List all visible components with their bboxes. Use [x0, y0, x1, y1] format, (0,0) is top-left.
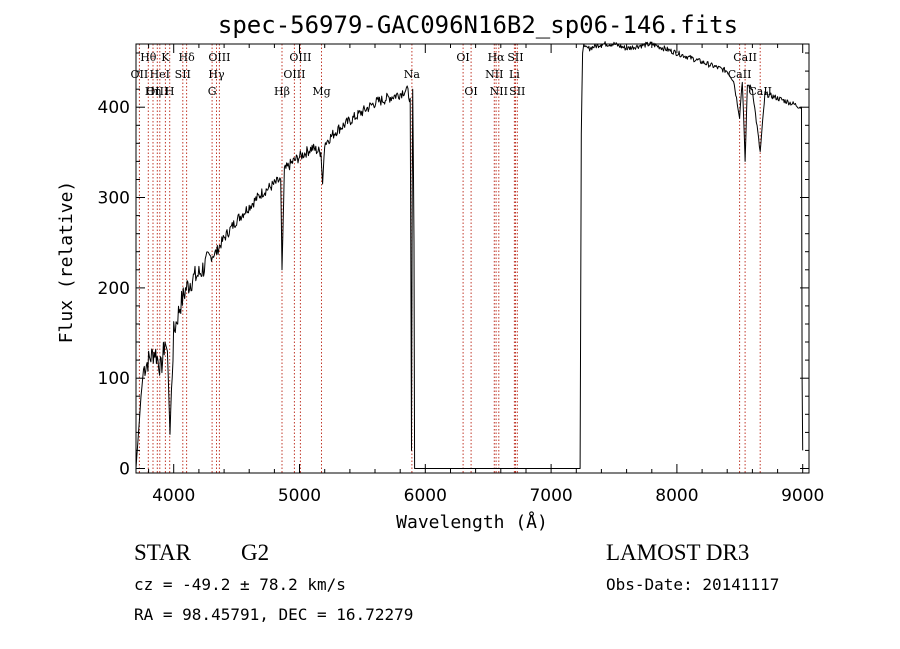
line-label: CaII — [728, 68, 752, 81]
line-label: Hβ — [274, 85, 290, 98]
y-axis-label: Flux (relative) — [56, 181, 77, 344]
x-tick-label: 6000 — [404, 486, 447, 506]
line-label: OI — [464, 85, 477, 98]
y-tick-label: 300 — [98, 189, 130, 209]
line-label: OIII — [289, 51, 311, 64]
line-label: SII — [509, 85, 525, 98]
line-label: OII — [131, 68, 149, 81]
line-label: NII — [485, 68, 503, 81]
x-tick-label: 5000 — [278, 486, 321, 506]
line-label: OIII — [146, 85, 168, 98]
chart-title: spec-56979-GAC096N16B2_sp06-146.fits — [218, 11, 738, 39]
line-label: K — [161, 51, 170, 64]
axes: 4000 5000 6000 7000 8000 9000 0 100 200 300 400 — [98, 44, 824, 506]
x-tick-label: 8000 — [655, 486, 698, 506]
line-label: SII — [507, 51, 523, 64]
x-tick-label: 7000 — [529, 486, 572, 506]
line-label: G — [208, 85, 217, 98]
object-class: STAR — [134, 540, 191, 565]
line-label: Hη — [145, 85, 161, 98]
line-label: Hα — [488, 51, 506, 64]
y-tick-label: 400 — [98, 98, 130, 118]
survey-name: LAMOST DR3 — [606, 540, 750, 565]
x-axis-label: Wavelength (Å) — [396, 511, 548, 533]
line-label: SII — [175, 68, 191, 81]
line-label: Hθ — [140, 51, 157, 64]
object-subclass: G2 — [241, 540, 270, 565]
line-label: Li — [509, 68, 520, 81]
spectrum-line — [135, 41, 804, 469]
line-label: Na — [404, 68, 421, 81]
x-tick-label: 9000 — [781, 486, 824, 506]
plot-frame — [135, 43, 810, 474]
line-label: CaII — [748, 85, 772, 98]
line-label: HeI — [150, 68, 170, 81]
line-markers — [138, 44, 761, 473]
line-label: H — [165, 85, 175, 98]
line-label: OIII — [208, 51, 230, 64]
y-tick-label: 0 — [119, 460, 130, 480]
line-label: Hδ — [178, 51, 195, 64]
coordinates-info: RA = 98.45791, DEC = 16.72279 — [134, 605, 414, 624]
x-tick-label: 4000 — [152, 486, 195, 506]
line-label: CaII — [733, 51, 757, 64]
y-tick-label: 100 — [98, 369, 130, 389]
line-label: OI — [456, 51, 469, 64]
line-label: Hγ — [208, 68, 225, 81]
line-label: NII — [490, 85, 508, 98]
line-label: Mg — [312, 85, 330, 98]
spectrum-series — [135, 41, 804, 469]
line-label: OIII — [283, 68, 305, 81]
redshift-info: cz = -49.2 ± 78.2 km/s — [134, 575, 346, 594]
y-tick-label: 200 — [98, 279, 130, 299]
observation-date: Obs-Date: 20141117 — [606, 575, 780, 594]
